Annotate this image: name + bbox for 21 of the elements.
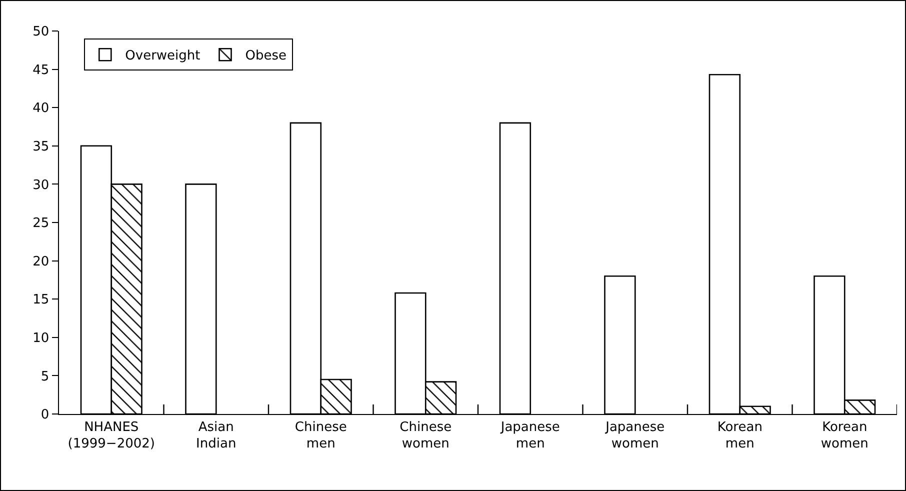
y-tick-label: 45	[32, 62, 50, 78]
legend-label: Obese	[245, 48, 287, 64]
x-tick-label: Japanese women	[604, 420, 665, 452]
y-tick-label: 35	[32, 139, 50, 154]
x-tick-label: Asian Indian	[196, 420, 236, 452]
y-tick-label: 0	[40, 408, 50, 423]
x-tick-label: Chinese women	[400, 420, 452, 452]
x-tick-label: Korean men	[717, 420, 762, 452]
y-tick-label: 50	[32, 24, 50, 40]
y-tick-label: 10	[32, 330, 50, 346]
y-tick-label: 15	[32, 292, 50, 308]
x-tick-label: Korean women	[820, 420, 868, 452]
x-tick-label: Chinese men	[294, 420, 347, 452]
y-tick-label: 20	[32, 254, 50, 270]
y-tick-label: 40	[32, 101, 50, 116]
x-tick-label: Japanese men	[500, 420, 560, 452]
y-tick-label: 5	[40, 369, 50, 384]
legend-label: Overweight	[125, 48, 200, 64]
y-tick-label: 30	[32, 178, 50, 193]
y-tick-label: 25	[32, 216, 50, 232]
x-tick-label: NHANES (1999−2002)	[68, 420, 155, 452]
